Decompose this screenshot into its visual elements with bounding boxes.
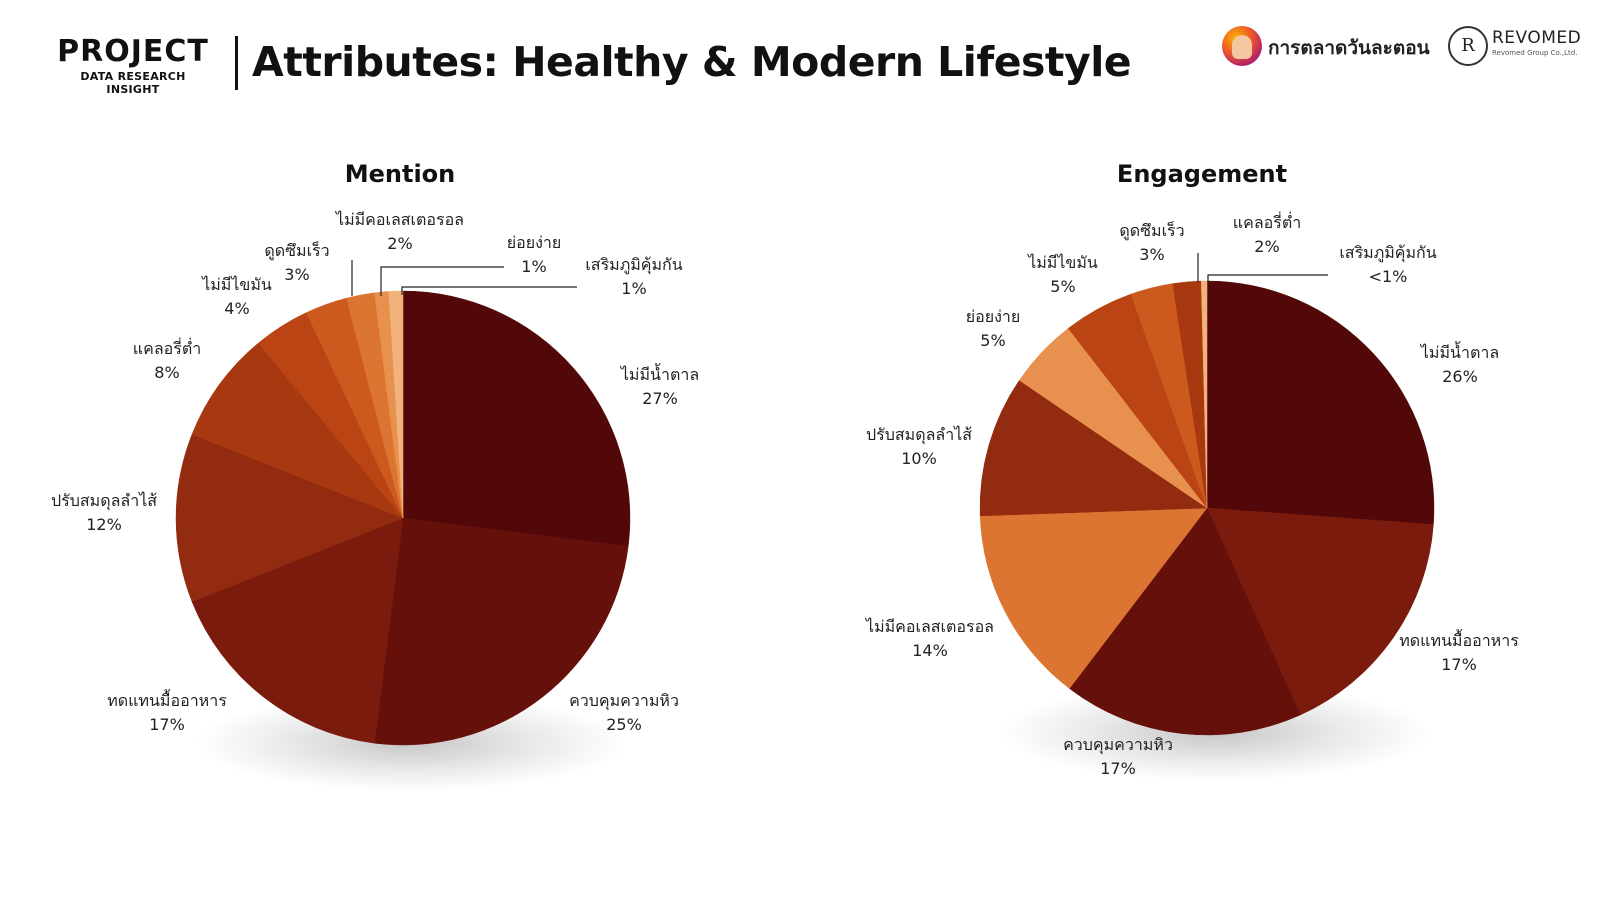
- pie-slice: [402, 290, 631, 547]
- pie-slice: [1206, 507, 1434, 716]
- slice-label: ควบคุมความหิว: [569, 691, 679, 711]
- header-divider: [235, 36, 238, 90]
- slice-label: ไม่มีคอเลสเตอรอล: [864, 617, 994, 636]
- brand-subtitle: DATA RESEARCH INSIGHT: [80, 70, 186, 96]
- slice-label: ย่อยง่าย: [966, 307, 1021, 326]
- leader-line: [401, 286, 577, 295]
- slice-label: ควบคุมความหิว: [1063, 735, 1173, 755]
- slice-value-label: 26%: [1442, 367, 1478, 386]
- page-title: Attributes: Healthy & Modern Lifestyle: [252, 38, 1132, 86]
- slice-value-label: 4%: [224, 299, 249, 318]
- mention-chart: Mention ไม่มีน้ำตาล 27% ควบคุมความหิว 25% ทด…: [51, 160, 699, 791]
- slice-value-label: 3%: [284, 265, 309, 284]
- pie-slice: [388, 290, 404, 519]
- marketing-logo-text: การตลาดวันละตอน: [1268, 37, 1430, 59]
- slice-value-label: 2%: [387, 234, 412, 253]
- slice-label: ไม่มีไขมัน: [200, 275, 272, 294]
- slice-value-label: 5%: [980, 331, 1005, 350]
- revomed-logo-subtext: Revomed Group Co.,Ltd.: [1492, 49, 1578, 57]
- slice-value-label: 10%: [901, 449, 937, 468]
- revomed-logo-text: REVOMED: [1492, 28, 1582, 48]
- slice-label: ปรับสมดุลลำไส้: [866, 425, 972, 445]
- slice-value-label: 5%: [1050, 277, 1075, 296]
- chart-title: Engagement: [1117, 160, 1287, 188]
- slice-value-label: 27%: [642, 389, 678, 408]
- marketing-logo-icon: [1222, 26, 1262, 66]
- slice-label: ดูดซึมเร็ว: [1119, 220, 1184, 241]
- pie-slice: [979, 379, 1208, 517]
- slice-value-label: 1%: [621, 279, 646, 298]
- slice-label: ปรับสมดุลลำไส้: [51, 491, 157, 511]
- slice-value-label: 3%: [1139, 245, 1164, 264]
- slice-value-label: 2%: [1254, 237, 1279, 256]
- project-brand: PROJECT DATA RESEARCH INSIGHT: [52, 34, 214, 97]
- slice-label: ไม่มีน้ำตาล: [1419, 341, 1499, 362]
- slice-value-label: 17%: [149, 715, 185, 734]
- brand-title: PROJECT: [57, 34, 209, 69]
- slice-label: ดูดซึมเร็ว: [264, 240, 329, 261]
- pie-slice: [979, 507, 1208, 689]
- slice-label: ย่อยง่าย: [507, 233, 562, 252]
- revomed-monogram-icon: R: [1448, 26, 1488, 66]
- pie-slice: [1069, 507, 1301, 736]
- pie-slice: [191, 342, 404, 519]
- slice-label: ทดแทนมื้ออาหาร: [1399, 629, 1519, 650]
- slice-label: ทดแทนมื้ออาหาร: [107, 689, 227, 710]
- pie-slice: [1201, 280, 1208, 509]
- slice-value-label: 1%: [521, 257, 546, 276]
- slice-value-label: 12%: [86, 515, 122, 534]
- slide-header: PROJECT DATA RESEARCH INSIGHT Attributes…: [0, 0, 1600, 110]
- pie-slice: [374, 517, 629, 746]
- slice-value-label: 25%: [606, 715, 642, 734]
- slice-value-label: 17%: [1441, 655, 1477, 674]
- slice-value-label: <1%: [1369, 267, 1408, 286]
- slice-value-label: 8%: [154, 363, 179, 382]
- pie-slice: [1206, 280, 1435, 525]
- slice-label: ไม่มีน้ำตาล: [619, 363, 699, 384]
- pie-slice: [191, 517, 404, 744]
- slice-label: เสริมภูมิคุ้มกัน: [585, 255, 682, 275]
- slice-value-label: 14%: [912, 641, 948, 660]
- slice-value-label: 17%: [1100, 759, 1136, 778]
- slice-label: ไม่มีไขมัน: [1026, 253, 1098, 272]
- slice-label: แคลอรี่ต่ำ: [1233, 211, 1301, 232]
- pie-slice: [175, 434, 404, 602]
- chart-title: Mention: [345, 160, 456, 188]
- slice-label: เสริมภูมิคุ้มกัน: [1339, 243, 1436, 263]
- slice-label: ไม่มีคอเลสเตอรอล: [334, 210, 464, 229]
- leader-line: [380, 266, 504, 296]
- engagement-chart: Engagement ไม่มีน้ำตาล 26% ทดแทนมื้ออาหาร 1…: [864, 160, 1519, 781]
- leader-line: [1207, 274, 1328, 282]
- slice-label: แคลอรี่ต่ำ: [133, 337, 201, 358]
- face-icon: [1232, 35, 1252, 59]
